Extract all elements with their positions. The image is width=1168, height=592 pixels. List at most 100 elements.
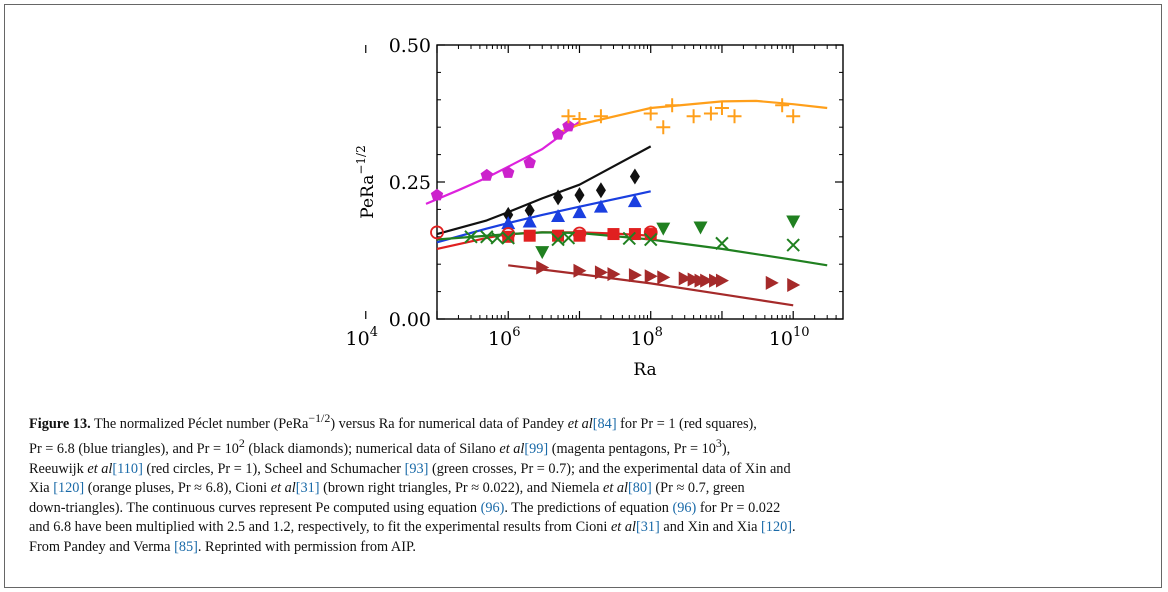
caption-text: From Pandey and Verma xyxy=(29,538,175,555)
data-point-plus xyxy=(727,109,742,124)
caption-text: and 6.8 have been multiplied with 2.5 an… xyxy=(29,519,611,536)
data-point-pentagon xyxy=(562,119,575,132)
caption-text: for Pr = 1 (red squares), xyxy=(616,415,757,432)
data-point-triangle-right xyxy=(657,270,671,285)
data-point-cross xyxy=(561,231,576,245)
fit-curve xyxy=(436,145,652,236)
data-point-triangle-down xyxy=(656,222,671,236)
caption-text: −1/2 xyxy=(308,411,331,425)
caption-text: et al xyxy=(270,480,296,497)
data-point-triangle-right xyxy=(573,263,587,278)
data-point-pentagon xyxy=(523,156,536,169)
caption-text: (brown right triangles, Pr ≈ 0.022), and… xyxy=(319,480,603,497)
data-point-pentagon xyxy=(502,166,515,178)
caption-text: ) versus Ra for numerical data of Pandey xyxy=(330,415,568,432)
data-point-plus xyxy=(656,120,671,135)
data-point-plus xyxy=(643,106,658,121)
y-tick-label: 0.50 xyxy=(389,35,431,57)
citation-link[interactable]: [80] xyxy=(628,480,652,497)
data-point-triangle-right xyxy=(644,269,658,284)
data-point-cross xyxy=(490,231,504,245)
x-tick-label: 108 xyxy=(630,325,662,350)
data-point-triangle-up xyxy=(551,208,566,222)
caption-text: down-triangles). The continuous curves r… xyxy=(29,499,481,516)
caption-text: for Pr = 0.022 xyxy=(696,499,781,516)
caption-text: et al xyxy=(610,519,636,536)
figure-frame: 0.00 0.25 0.50 104 106 108 1010 Ra PeRa−1/2 Figu… xyxy=(4,4,1162,588)
caption-text: (Pr ≈ 0.7, green xyxy=(651,480,745,497)
data-point-diamond xyxy=(595,182,606,199)
data-point-cross xyxy=(501,231,515,245)
caption-text: (black diamonds); numerical data of Sila… xyxy=(244,441,500,458)
caption-text: Pr = 6.8 (blue triangles), and Pr = 10 xyxy=(29,441,239,458)
caption-text: The normalized Péclet number (PeRa xyxy=(90,415,309,432)
data-point-diamond xyxy=(629,168,640,185)
x-tick-label: 106 xyxy=(488,325,520,350)
x-axis-label: Ra xyxy=(633,360,656,380)
data-point-triangle-up xyxy=(522,214,537,228)
data-point-cross xyxy=(715,236,729,251)
citation-link[interactable]: [110] xyxy=(112,460,143,477)
data-point-cross xyxy=(644,232,658,247)
caption-text: . xyxy=(792,519,796,536)
data-point-plus xyxy=(572,111,587,126)
data-point-triangle-right xyxy=(594,265,608,280)
citation-link[interactable]: [85] xyxy=(174,538,198,555)
citation-link[interactable]: [84] xyxy=(592,415,617,432)
caption-text: (red circles, Pr = 1), Scheel and Schuma… xyxy=(142,460,405,477)
data-point-plus xyxy=(593,109,608,124)
data-point-triangle-right xyxy=(607,267,621,282)
caption-text: et al xyxy=(87,460,113,477)
citation-link[interactable]: [99] xyxy=(524,441,549,458)
data-point-triangle-right xyxy=(765,275,779,290)
data-point-diamond xyxy=(553,189,564,206)
caption-text: 2 xyxy=(238,436,245,451)
data-point-triangle-right xyxy=(700,273,714,288)
caption-text: Xia xyxy=(29,480,54,497)
data-point-triangle-up xyxy=(627,194,642,208)
data-point-cross xyxy=(464,230,478,244)
data-point-triangle-right xyxy=(709,273,723,288)
caption-text: (magenta pentagons, Pr = 10 xyxy=(548,441,716,458)
x-tick-label: 104 xyxy=(346,325,378,350)
data-point-triangle-down xyxy=(535,246,550,260)
data-point-triangle-up xyxy=(501,216,516,230)
y-tick-label: 0.00 xyxy=(389,309,431,331)
citation-link[interactable]: [31] xyxy=(635,519,660,536)
figure-label: Figure 13. xyxy=(29,415,91,432)
citation-link[interactable]: [93] xyxy=(404,460,429,477)
citation-link[interactable]: [120] xyxy=(53,480,85,497)
data-point-pentagon xyxy=(551,127,565,140)
data-point-plus xyxy=(665,98,680,113)
caption-text: et al xyxy=(602,480,628,497)
data-point-triangle-down xyxy=(693,221,708,235)
data-point-plus xyxy=(786,109,801,124)
caption-text: et al xyxy=(499,441,525,458)
data-point-pentagon xyxy=(480,168,493,181)
caption-text: and Xin and Xia xyxy=(659,519,762,536)
caption-text: ), xyxy=(721,441,731,458)
citation-link[interactable]: (96) xyxy=(480,499,505,516)
data-point-pentagon xyxy=(430,188,444,201)
data-point-triangle-right xyxy=(687,272,701,287)
data-point-triangle-right xyxy=(678,271,692,286)
caption-text: et al xyxy=(567,415,593,432)
data-point-plus xyxy=(703,106,718,121)
data-point-triangle-right xyxy=(536,260,550,275)
data-point-triangle-up xyxy=(593,199,608,213)
caption-text: (green crosses, Pr = 0.7); and the exper… xyxy=(428,460,791,477)
citation-link[interactable]: [120] xyxy=(761,519,792,536)
y-axis-label: PeRa−1/2 xyxy=(354,145,378,218)
data-point-plus xyxy=(686,109,701,124)
data-point-circle-open xyxy=(430,225,444,240)
citation-link[interactable]: [31] xyxy=(295,480,320,497)
data-point-triangle-right xyxy=(787,278,801,293)
citation-link[interactable]: (96) xyxy=(672,499,697,516)
fit-curve xyxy=(425,120,581,205)
data-point-triangle-up xyxy=(572,205,587,219)
data-point-diamond xyxy=(574,187,585,204)
data-point-diamond xyxy=(503,206,514,223)
figure-caption: Figure 13. The normalized Péclet number … xyxy=(29,409,1147,557)
data-point-cross xyxy=(622,231,636,246)
data-point-square xyxy=(523,229,536,242)
